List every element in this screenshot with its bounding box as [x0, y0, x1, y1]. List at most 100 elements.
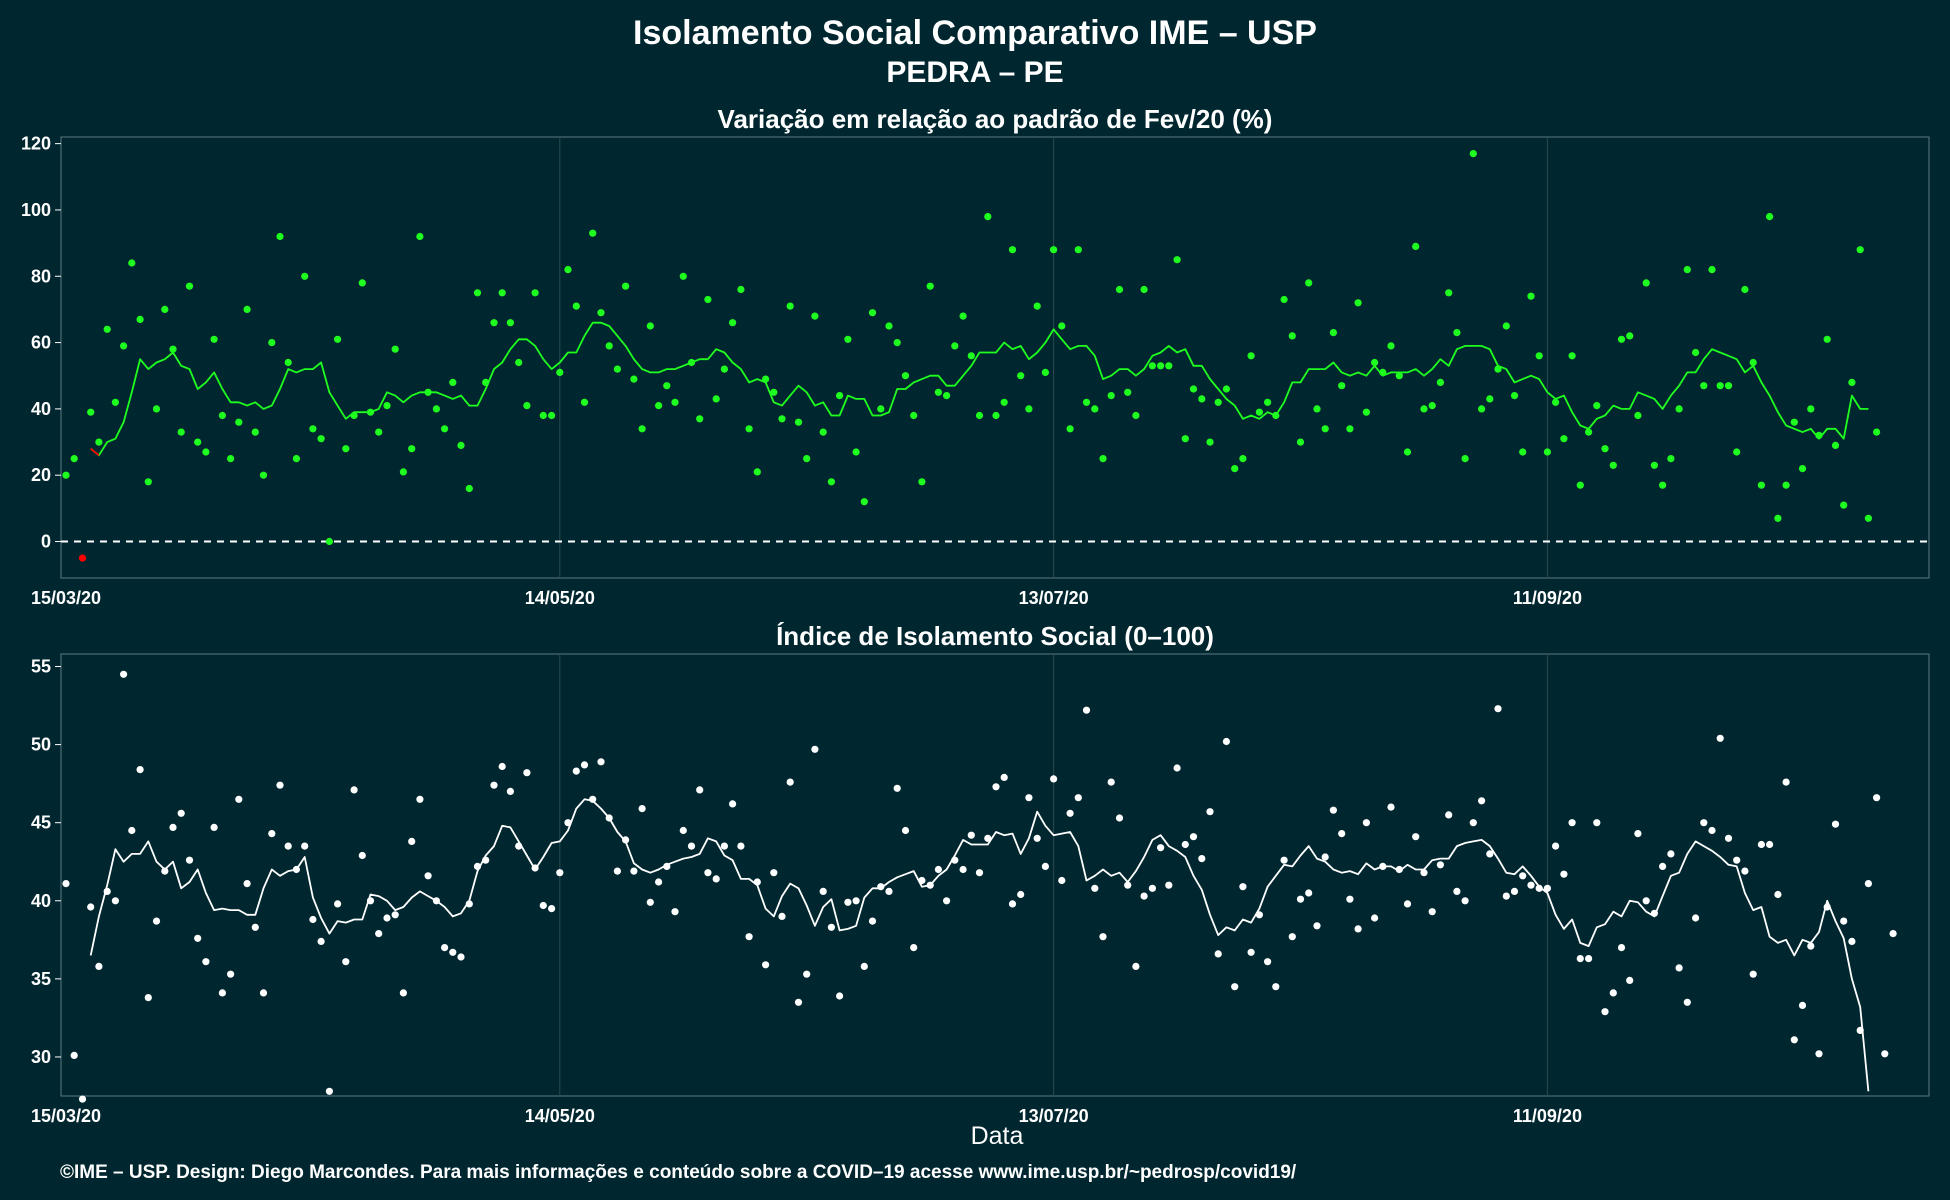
data-point	[770, 388, 778, 396]
data-point	[95, 438, 103, 446]
data-point	[1157, 844, 1165, 852]
data-point	[1264, 958, 1272, 966]
data-point	[177, 809, 185, 817]
data-point	[1585, 428, 1593, 436]
data-point	[1889, 930, 1897, 938]
data-point	[1741, 285, 1749, 294]
data-point	[1749, 358, 1757, 367]
data-point	[1008, 900, 1017, 908]
data-point	[1774, 890, 1782, 899]
moving-average-path	[90, 321, 1869, 457]
data-point	[1798, 1001, 1807, 1010]
data-point	[1469, 819, 1477, 827]
x-tick-label: 15/03/20	[31, 588, 101, 608]
data-point	[202, 448, 210, 456]
data-point	[1560, 870, 1568, 878]
y-tick-label: 0	[41, 532, 51, 552]
data-point	[1798, 465, 1807, 473]
data-point	[210, 823, 218, 832]
data-point	[1831, 820, 1840, 828]
data-point	[1692, 914, 1700, 922]
data-point	[1617, 335, 1626, 343]
data-point	[597, 309, 605, 317]
data-point	[836, 392, 844, 400]
data-point	[975, 411, 984, 420]
data-point	[729, 319, 737, 327]
data-point	[1543, 448, 1551, 456]
data-point	[671, 908, 679, 916]
data-point	[992, 783, 1000, 791]
data-point	[1453, 329, 1461, 337]
data-point	[1469, 150, 1477, 158]
data-point	[243, 880, 251, 888]
data-point	[1494, 705, 1502, 713]
data-point	[210, 335, 218, 343]
y-tick-label: 40	[31, 399, 51, 419]
data-point	[803, 455, 811, 463]
data-point	[663, 382, 671, 390]
data-point	[243, 305, 251, 313]
data-point	[1222, 737, 1230, 746]
data-point	[967, 831, 975, 839]
top-x-tick-labels: 15/03/20 14/05/20 13/07/20 11/09/20	[31, 588, 1582, 608]
data-point	[1642, 279, 1650, 287]
data-point	[1165, 362, 1173, 370]
data-point	[580, 761, 589, 769]
data-point	[762, 375, 770, 383]
data-point	[868, 309, 877, 317]
data-point	[391, 911, 399, 919]
data-point	[1626, 332, 1634, 340]
data-point	[1058, 876, 1066, 885]
data-point	[136, 766, 144, 774]
data-point	[951, 342, 959, 350]
data-point	[523, 769, 531, 777]
data-point	[1568, 352, 1576, 360]
moving-average-negative-segment	[90, 447, 100, 457]
data-point	[1198, 855, 1206, 863]
data-point	[597, 758, 605, 766]
data-point	[1099, 933, 1107, 941]
data-point	[729, 800, 737, 808]
data-point	[1247, 352, 1255, 360]
data-point	[539, 411, 547, 420]
data-point	[1082, 706, 1091, 714]
data-point	[1124, 881, 1132, 889]
data-point	[926, 881, 934, 889]
data-point	[292, 865, 300, 874]
data-point	[1428, 402, 1436, 410]
data-point	[1206, 808, 1214, 816]
data-point	[671, 398, 679, 406]
data-point	[1823, 335, 1831, 343]
data-point	[622, 836, 630, 844]
data-point	[646, 898, 654, 906]
data-point	[1535, 884, 1543, 892]
data-point	[819, 428, 827, 436]
data-point	[556, 869, 564, 877]
data-point	[218, 989, 226, 997]
data-point	[1601, 445, 1609, 453]
data-point	[1231, 983, 1239, 991]
data-point	[1231, 465, 1239, 473]
data-point	[893, 784, 901, 792]
bottom-panel-title: Índice de Isolamento Social (0–100)	[776, 621, 1214, 651]
data-point	[1288, 933, 1296, 941]
data-point	[1058, 322, 1066, 330]
data-point	[416, 795, 424, 803]
footer-credit: ©IME – USP. Design: Diego Marcondes. Par…	[60, 1162, 1297, 1183]
x-tick-label: 15/03/20	[31, 1106, 101, 1126]
data-point	[926, 282, 934, 290]
data-point	[959, 865, 967, 874]
data-point	[1873, 794, 1881, 802]
data-point	[1091, 405, 1099, 413]
data-point	[1626, 976, 1634, 985]
data-point	[185, 856, 194, 864]
bottom-y-tick-labels: 30 35 40 45 50 55	[31, 656, 51, 1066]
data-point	[1239, 883, 1247, 891]
data-point	[498, 762, 506, 771]
data-point	[1856, 246, 1864, 254]
data-point	[120, 670, 128, 678]
data-point	[1132, 411, 1140, 420]
data-point	[811, 745, 819, 753]
data-point	[399, 989, 407, 997]
